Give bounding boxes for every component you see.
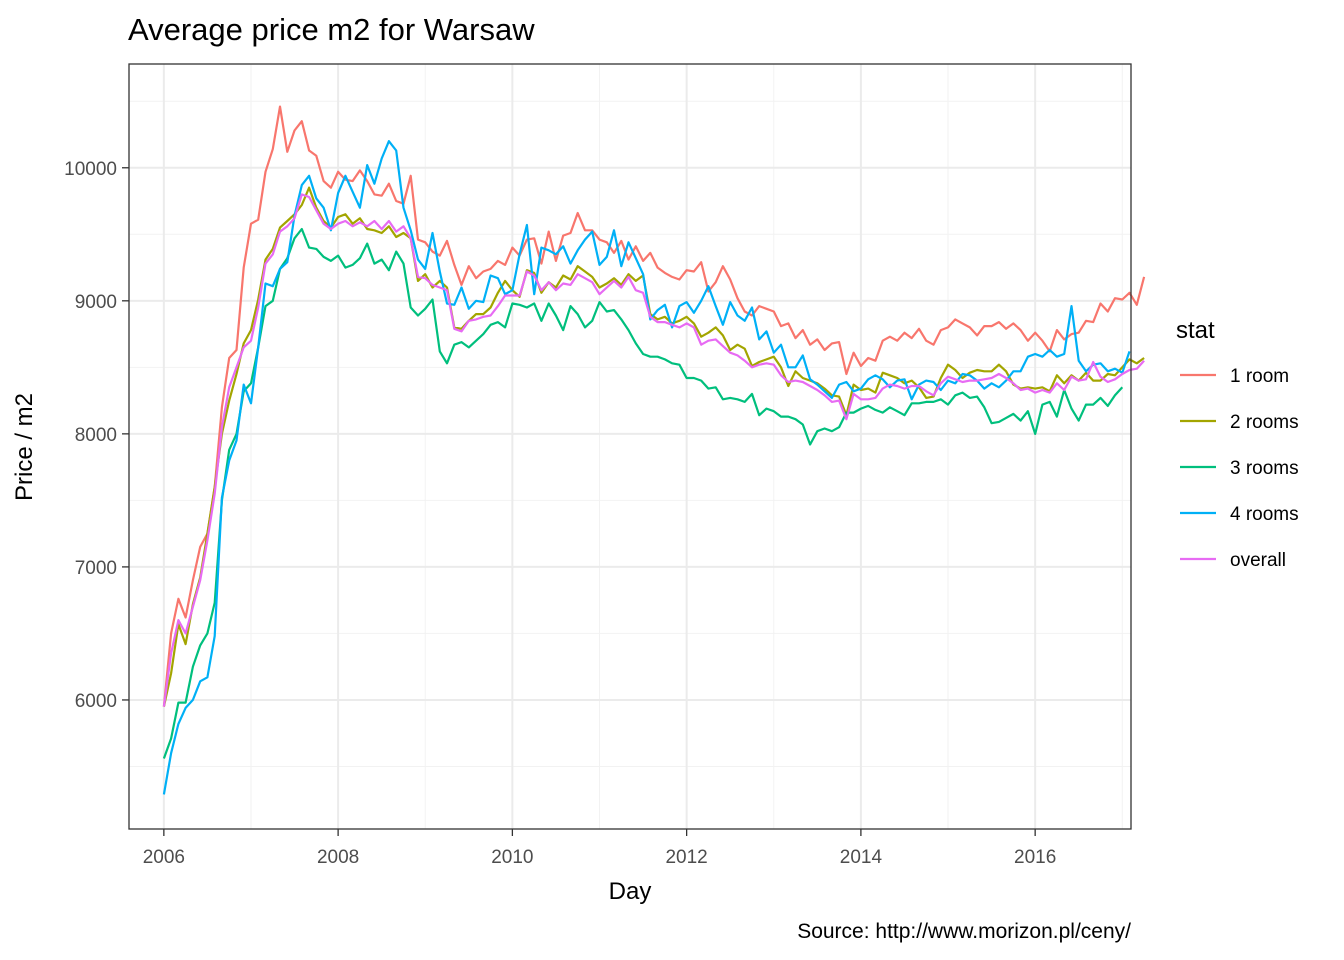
x-axis: 2006 2008 2010 2012 2014 2016 — [143, 829, 1056, 868]
chart-caption: Source: http://www.morizon.pl/ceny/ — [797, 920, 1131, 943]
series-line-4-rooms — [162, 140, 1131, 795]
plot-border — [128, 63, 1132, 830]
legend-label: 4 rooms — [1230, 504, 1299, 525]
legend-label: 1 room — [1230, 366, 1289, 387]
legend-label: overall — [1230, 550, 1286, 571]
plot-panel — [129, 64, 1131, 829]
x-tick-label: 2014 — [840, 847, 883, 868]
series-line-2-rooms — [162, 186, 1145, 707]
x-tick-label: 2016 — [1014, 847, 1056, 868]
legend: stat 1 room 2 rooms 3 rooms 4 rooms overall — [1176, 317, 1299, 571]
y-tick-label: 10000 — [64, 159, 117, 180]
x-tick-label: 2010 — [491, 847, 533, 868]
series-lines — [162, 105, 1146, 795]
x-tick-label: 2008 — [317, 847, 359, 868]
y-axis: 6000 7000 8000 9000 10000 — [64, 159, 129, 712]
legend-title: stat — [1176, 317, 1215, 344]
series-line-3-rooms — [162, 227, 1124, 759]
legend-label: 3 rooms — [1230, 458, 1299, 479]
y-tick-label: 7000 — [75, 558, 117, 579]
y-tick-label: 6000 — [75, 691, 117, 712]
y-axis-title: Price / m2 — [11, 393, 38, 501]
y-tick-label: 8000 — [75, 425, 117, 446]
series-line-1-room — [162, 105, 1146, 707]
x-tick-label: 2006 — [143, 847, 185, 868]
y-tick-label: 9000 — [75, 292, 117, 313]
chart-title: Average price m2 for Warsaw — [128, 12, 535, 47]
minor-gridlines — [129, 64, 1131, 829]
x-tick-label: 2012 — [665, 847, 707, 868]
legend-label: 2 rooms — [1230, 412, 1299, 433]
series-line-overall — [162, 193, 1145, 707]
x-axis-title: Day — [609, 878, 652, 905]
